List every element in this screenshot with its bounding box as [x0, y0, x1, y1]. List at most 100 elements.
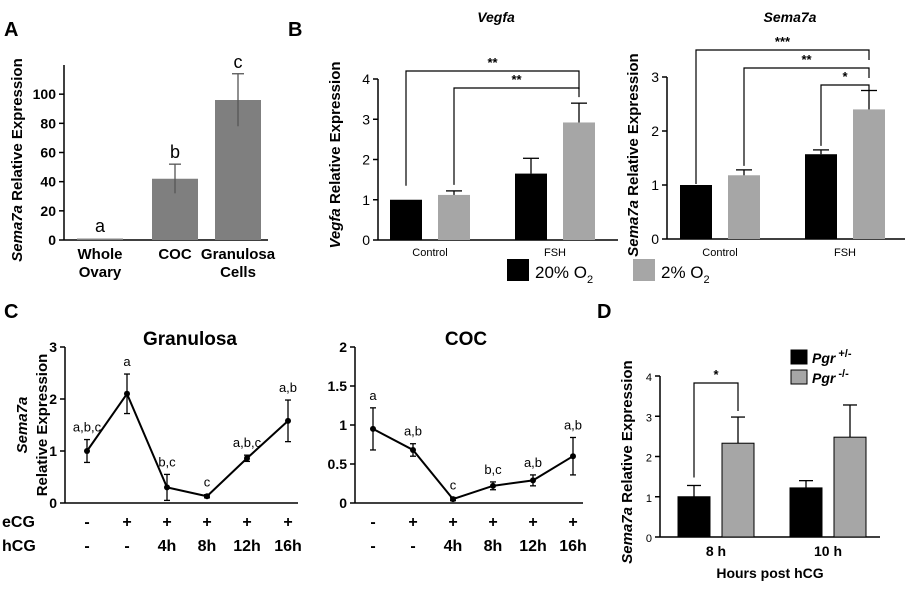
panel-c-granulosa-chart: 0 1 2 3 a,b,c a b,c c a,b,c a,b Granulosa Sema7a Rel… — [14, 329, 298, 511]
treatment-hcg-label: hCG — [2, 538, 36, 555]
panel-c-coc-point — [410, 446, 416, 453]
panel-b-vegfa-category-label: Control — [412, 247, 447, 259]
panel-a-y-tick-label: 80 — [40, 115, 56, 131]
panel-d-bar — [789, 487, 823, 538]
panel-a-y-label: Sema7a Relative Expression — [9, 58, 26, 261]
panel-c-coc-title: COC — [445, 329, 488, 350]
panel-b-vegfa-title: Vegfa — [477, 9, 515, 25]
treatment-hcg-value: - — [370, 538, 375, 555]
panel-c-y-label-rest: Relative Expression — [34, 354, 51, 497]
legend-b-label-main: 2% O — [661, 263, 704, 282]
panel-b-vegfa-bar — [390, 199, 422, 240]
panel-c-coc-letter: a — [369, 388, 377, 403]
panel-a-letter: c — [234, 52, 243, 72]
panel-b-sema7a-category-label: FSH — [834, 247, 856, 259]
legend-d-swatch — [790, 369, 808, 385]
treatment-ecg-value: + — [568, 514, 577, 531]
panel-c-coc-letter: a,b — [564, 417, 582, 432]
legend-d-label: Pgr -/- — [812, 368, 849, 386]
panel-a-y-tick-label: 20 — [40, 203, 56, 219]
panel-letter-c: C — [4, 301, 18, 323]
panel-a-category-label: Cells — [220, 264, 256, 281]
panel-d-y-label-rest: Relative Expression — [619, 360, 636, 507]
panel-b-sema7a-y-tick-label: 3 — [651, 69, 659, 85]
panel-d-bar — [721, 442, 755, 538]
panel-c-coc-point — [570, 453, 576, 460]
panel-b-sema7a-y-tick-label: 2 — [651, 123, 659, 139]
panel-b-vegfa-bar — [515, 173, 547, 240]
legend-b-label: 2% O2 — [661, 263, 710, 286]
panel-a-y-tick-label: 60 — [40, 145, 56, 161]
panel-d-bar — [677, 496, 711, 538]
treatment-ecg-value: + — [448, 514, 457, 531]
panel-c-coc-point — [490, 482, 496, 489]
panel-a-y-tick-label: 40 — [40, 174, 56, 190]
panel-b-vegfa-y-tick-label: 1 — [362, 192, 370, 208]
treatment-ecg-value: + — [528, 514, 537, 531]
panel-c-granulosa-letter: c — [204, 475, 211, 490]
panel-b-sema7a-sig-3-label: * — [842, 69, 848, 84]
treatment-ecg-value: + — [283, 514, 292, 531]
panel-b-vegfa-y-tick-label: 0 — [362, 232, 370, 248]
panel-d-y-tick-label: 1 — [646, 493, 652, 505]
panel-a-category-label: COC — [158, 246, 192, 263]
panel-d-chart: 0 1 2 3 4 8 h 10 h * Hours post hCG Sema7a Relati… — [619, 360, 880, 581]
treatment-table: eCG hCG - - + - +4h +8h +12h +16h - - + - +4h +8h +12h +1… — [2, 514, 587, 555]
panel-a-bar — [77, 238, 123, 240]
panel-c-granulosa-y-tick-label: 1 — [49, 443, 57, 459]
panel-d-legend: Pgr +/- Pgr -/- — [790, 348, 852, 386]
panel-c-coc-y-tick-label: 1.5 — [328, 378, 348, 394]
panel-c-granulosa-point — [285, 417, 291, 424]
panel-b-vegfa-y-tick-label: 4 — [362, 71, 370, 87]
panel-c-coc-y-tick-label: 0.5 — [328, 456, 348, 472]
panel-b-sema7a-y-label-rest: Relative Expression — [625, 53, 642, 200]
panel-a-y-tick-label: 0 — [48, 232, 56, 248]
panel-c-granulosa-point — [164, 484, 170, 491]
panel-d-y-tick-label: 2 — [646, 453, 652, 465]
panel-d-category-label: 10 h — [814, 543, 842, 559]
legend-d-label: Pgr +/- — [812, 348, 852, 366]
panel-c-granulosa-y-tick-label: 0 — [49, 495, 57, 511]
panel-b-vegfa-sig-2-bracket — [453, 87, 580, 185]
panel-b-sema7a-y-label: Sema7a Relative Expression — [625, 53, 642, 256]
panel-b-vegfa-category-label: FSH — [544, 247, 566, 259]
panel-a-category-label: Whole — [78, 246, 123, 263]
panel-b-vegfa-sig-1-label: ** — [487, 55, 498, 70]
panel-a-letter: b — [170, 142, 180, 162]
legend-d-label-sup: -/- — [838, 368, 849, 380]
treatment-hcg-value: 16h — [559, 538, 587, 555]
panel-c-coc-chart: 0 0.5 1 1.5 2 a a,b c b,c a,b a,b COC — [328, 329, 583, 511]
panel-c-granulosa-point — [204, 493, 210, 500]
panel-c-granulosa-letter: a — [123, 354, 131, 369]
legend-b-label: 20% O2 — [535, 263, 593, 286]
panel-letter-d: D — [597, 301, 611, 323]
panel-b-sema7a-category-label: Control — [702, 247, 737, 259]
panel-c-granulosa-y-tick-label: 3 — [49, 339, 57, 355]
panel-b-legend: 20% O2 2% O2 — [507, 259, 710, 286]
legend-b-swatch — [507, 259, 529, 281]
panel-c-granulosa-letter: b,c — [158, 454, 176, 469]
panel-b-vegfa-y-label: Vegfa Relative Expression — [327, 61, 344, 248]
treatment-ecg-value: - — [370, 514, 375, 531]
panel-c-coc-letter: b,c — [484, 462, 502, 477]
panel-c-coc-letter: a,b — [524, 455, 542, 470]
panel-d-sig-label: * — [713, 367, 719, 382]
panel-a-category-label: Granulosa — [201, 246, 276, 263]
panel-b-sema7a-bar — [680, 185, 712, 239]
panel-b-vegfa-bar — [563, 122, 595, 240]
panel-a-y-label-rest: Relative Expression — [9, 58, 26, 205]
panel-c-coc-letter: a,b — [404, 424, 422, 439]
panel-c-granulosa-point — [244, 455, 250, 462]
panel-b-sema7a-y-tick-label: 1 — [651, 177, 659, 193]
panel-b-vegfa-bar — [438, 194, 470, 240]
legend-b-label-main: 20% O — [535, 263, 587, 282]
panel-d-y-tick-label: 0 — [646, 533, 652, 545]
panel-letter-b: B — [288, 19, 302, 41]
panel-b-sema7a-bar — [853, 109, 885, 240]
legend-d-swatch — [790, 349, 808, 365]
panel-b-sema7a-bar — [805, 154, 837, 239]
panel-c-coc-series-line — [372, 428, 574, 501]
panel-c-coc-point — [370, 425, 376, 432]
legend-b-label-sub: 2 — [704, 274, 710, 286]
panel-d-bar — [833, 436, 867, 538]
